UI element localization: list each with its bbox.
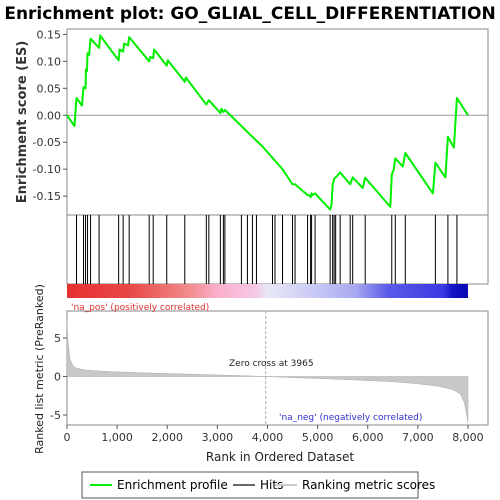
metric-y-tick-label: 0 (54, 370, 61, 383)
es-panel: 0.15 0.10 0.05 0.00 -0.05 -0.10 -0.15 Enrichme… (15, 28, 489, 216)
metric-y-axis-label: Ranked list metric (PreRanked) (33, 284, 46, 454)
es-y-tick-label: 0.15 (37, 28, 62, 41)
es-y-tick-label: 0.00 (37, 109, 62, 122)
chart-title: Enrichment plot: GO_GLIAL_CELL_DIFFERENT… (4, 4, 495, 24)
metric-panel-frame (66, 310, 489, 426)
es-y-tick-label: -0.10 (33, 163, 61, 176)
es-y-tick-label: -0.15 (33, 190, 61, 203)
hits-panel (66, 214, 489, 285)
zero-cross-label: Zero cross at 3965 (229, 359, 314, 369)
es-y-ticks: 0.15 0.10 0.05 0.00 -0.05 -0.10 -0.15 (33, 28, 67, 203)
hit-lines (76, 215, 458, 284)
enrichment-profile-line (66, 34, 469, 211)
es-y-axis-label: Enrichment score (ES) (15, 41, 30, 204)
ranking-heat-bar (67, 284, 468, 298)
metric-panel: 50-5 'na_pos' (positively correlated) 'n… (33, 284, 489, 454)
legend-label-hits: Hits (260, 478, 283, 492)
x-tick-label: 4,000 (252, 431, 284, 444)
legend-label-ranking-metric: Ranking metric scores (302, 478, 435, 492)
heat-bar-background (67, 298, 488, 311)
neg-correlated-label: 'na_neg' (negatively correlated) (279, 413, 422, 423)
es-y-tick-label: 0.10 (37, 55, 62, 68)
es-y-tick-label: 0.05 (37, 82, 62, 95)
ranking-heat-bar-group (67, 284, 488, 311)
es-y-tick-label: -0.05 (33, 136, 61, 149)
metric-y-tick-label: 5 (54, 332, 61, 345)
es-panel-frame (66, 28, 489, 216)
x-tick-label: 1,000 (101, 431, 133, 444)
x-tick-label: 8,000 (452, 431, 484, 444)
x-tick-label: 5,000 (302, 431, 334, 444)
x-tick-label: 2,000 (151, 431, 183, 444)
x-tick-label: 3,000 (202, 431, 234, 444)
ranking-metric-area (66, 320, 469, 423)
x-tick-label: 7,000 (402, 431, 434, 444)
pos-correlated-label: 'na_pos' (positively correlated) (71, 303, 209, 313)
legend-label-enrichment-profile: Enrichment profile (117, 478, 228, 492)
metric-y-ticks: 5 0 -5 (50, 332, 67, 422)
x-axis-ticks: 0 1,000 2,000 3,000 4,000 5,000 6,000 7,000 8,00… (64, 425, 484, 444)
x-tick-label: 6,000 (352, 431, 384, 444)
legend: Enrichment profile Hits Ranking metric s… (81, 471, 435, 499)
metric-y-tick-label: -5 (50, 409, 61, 422)
x-axis-label: Rank in Ordered Dataset (206, 450, 354, 464)
hits-panel-frame (66, 214, 489, 285)
x-tick-label: 0 (64, 431, 71, 444)
